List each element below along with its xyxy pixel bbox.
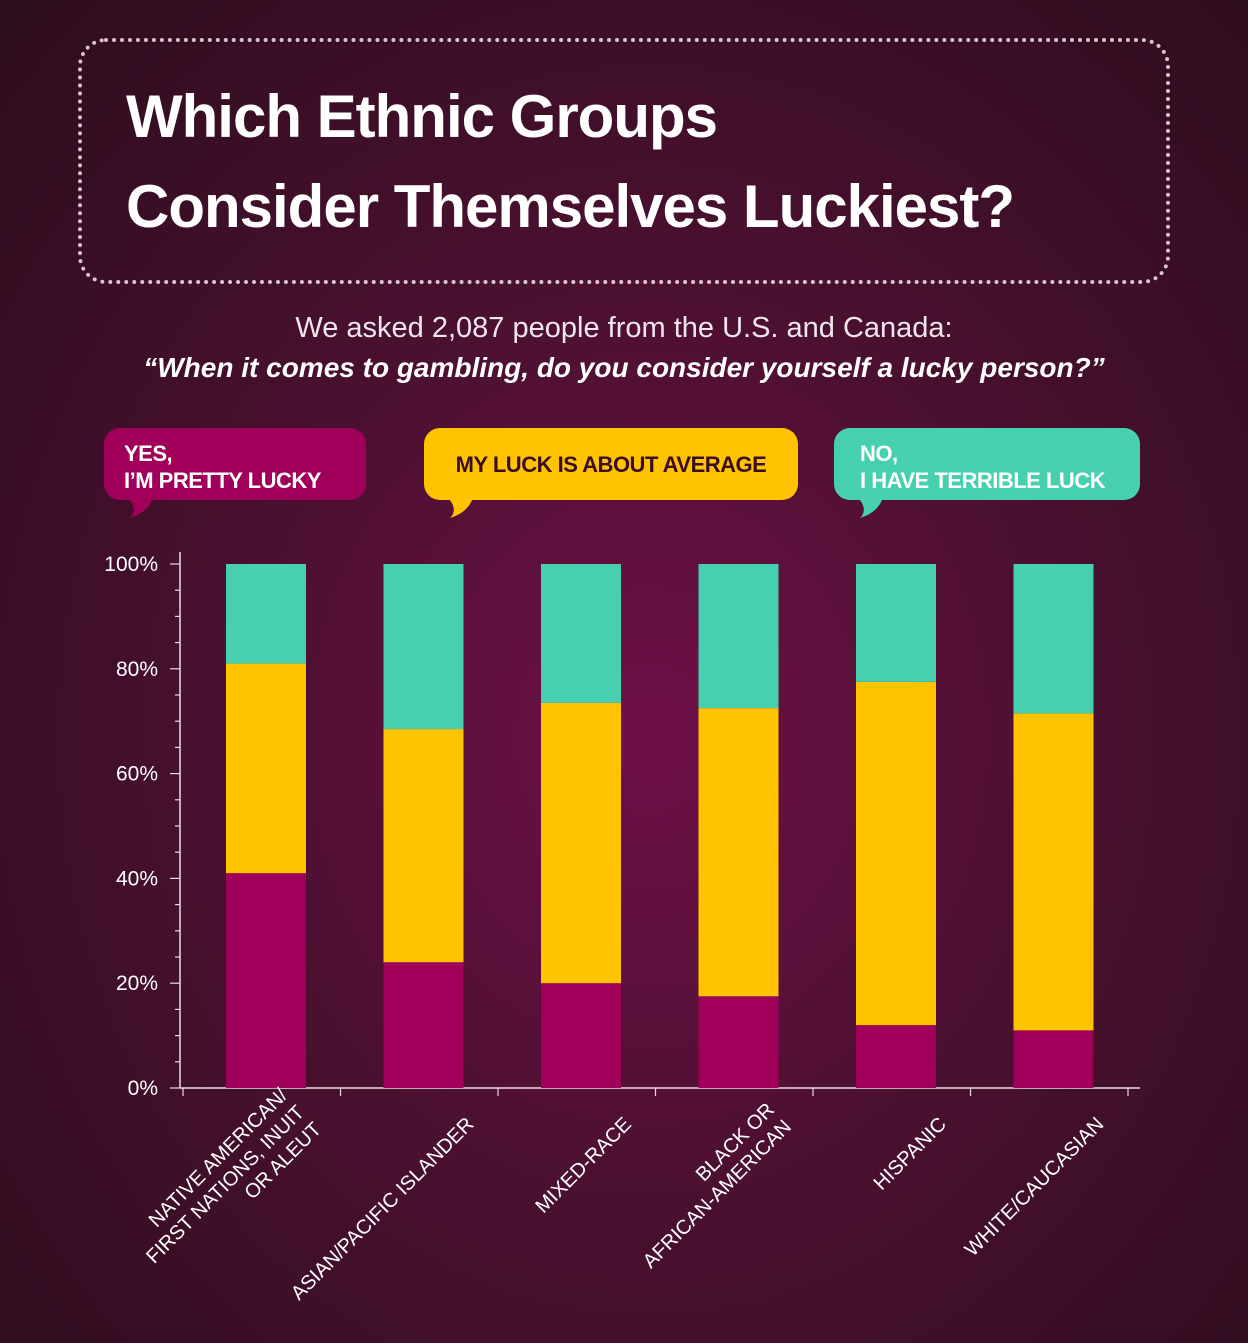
legend-no-line-1: NO, (860, 441, 898, 466)
bar-segment-no (541, 564, 621, 703)
y-tick-label: 60% (116, 763, 158, 786)
bar-segment-yes (383, 962, 464, 1088)
bar-segment-no (856, 564, 936, 682)
y-tick-label: 20% (116, 972, 158, 995)
bar-segment-average (856, 681, 936, 1026)
survey-question: “When it comes to gambling, do you consi… (143, 352, 1105, 383)
x-category-label: NATIVE AMERICAN/FIRST NATIONS, INUITOR A… (125, 1084, 326, 1285)
chart-title-line-2: Consider Themselves Luckiest? (126, 173, 1015, 240)
bar-segment-no (383, 564, 464, 730)
bar-segment-yes (541, 983, 621, 1088)
y-tick-label: 40% (116, 867, 158, 890)
bar-segment-no (698, 564, 779, 709)
bar-segment-average (698, 708, 779, 997)
legend-no: NO, I HAVE TERRIBLE LUCK (834, 428, 1140, 518)
speech-tail-icon (444, 494, 474, 518)
legend-no-line-2: I HAVE TERRIBLE LUCK (860, 468, 1106, 493)
x-category-label-line: AFRICAN-AMERICAN (639, 1116, 796, 1273)
legend-yes-line-2: I’M PRETTY LUCKY (124, 468, 321, 493)
bar-segment-yes (698, 996, 779, 1088)
bar-segment-yes (226, 873, 306, 1088)
x-category-label-line: HISPANIC (870, 1113, 951, 1194)
bar-segment-no (1013, 564, 1094, 714)
bar-segment-yes (856, 1025, 936, 1088)
legend-average: MY LUCK IS ABOUT AVERAGE (424, 428, 798, 518)
bar-segment-yes (1013, 1030, 1094, 1088)
x-category-label-line: MIXED-RACE (531, 1113, 635, 1217)
legend-yes-line-1: YES, (124, 441, 173, 466)
y-tick-label: 0% (128, 1077, 158, 1100)
bar-segment-average (383, 729, 464, 963)
title-frame (78, 38, 1170, 284)
x-category-label: BLACK ORAFRICAN-AMERICAN (622, 1099, 796, 1273)
speech-tail-icon (854, 494, 884, 518)
y-tick-label: 100% (104, 553, 158, 576)
bar-segment-average (541, 702, 621, 984)
x-category-label-line: FIRST NATIONS, INUIT (142, 1101, 309, 1268)
legend-average-label: MY LUCK IS ABOUT AVERAGE (455, 452, 767, 477)
legend-yes: YES, I’M PRETTY LUCKY (104, 428, 366, 518)
chart-title-line-1: Which Ethnic Groups (126, 83, 718, 150)
bar-segment-average (226, 663, 306, 874)
speech-tail-icon (124, 494, 154, 518)
bar-segment-no (226, 564, 306, 664)
x-category-label: WHITE/CAUCASIAN (961, 1113, 1109, 1261)
y-tick-label: 80% (116, 658, 158, 681)
bar-segment-average (1013, 713, 1094, 1031)
x-category-label-line: WHITE/CAUCASIAN (961, 1113, 1109, 1261)
survey-description: We asked 2,087 people from the U.S. and … (295, 312, 953, 344)
x-category-label: HISPANIC (870, 1113, 951, 1194)
x-category-label: MIXED-RACE (531, 1113, 635, 1217)
